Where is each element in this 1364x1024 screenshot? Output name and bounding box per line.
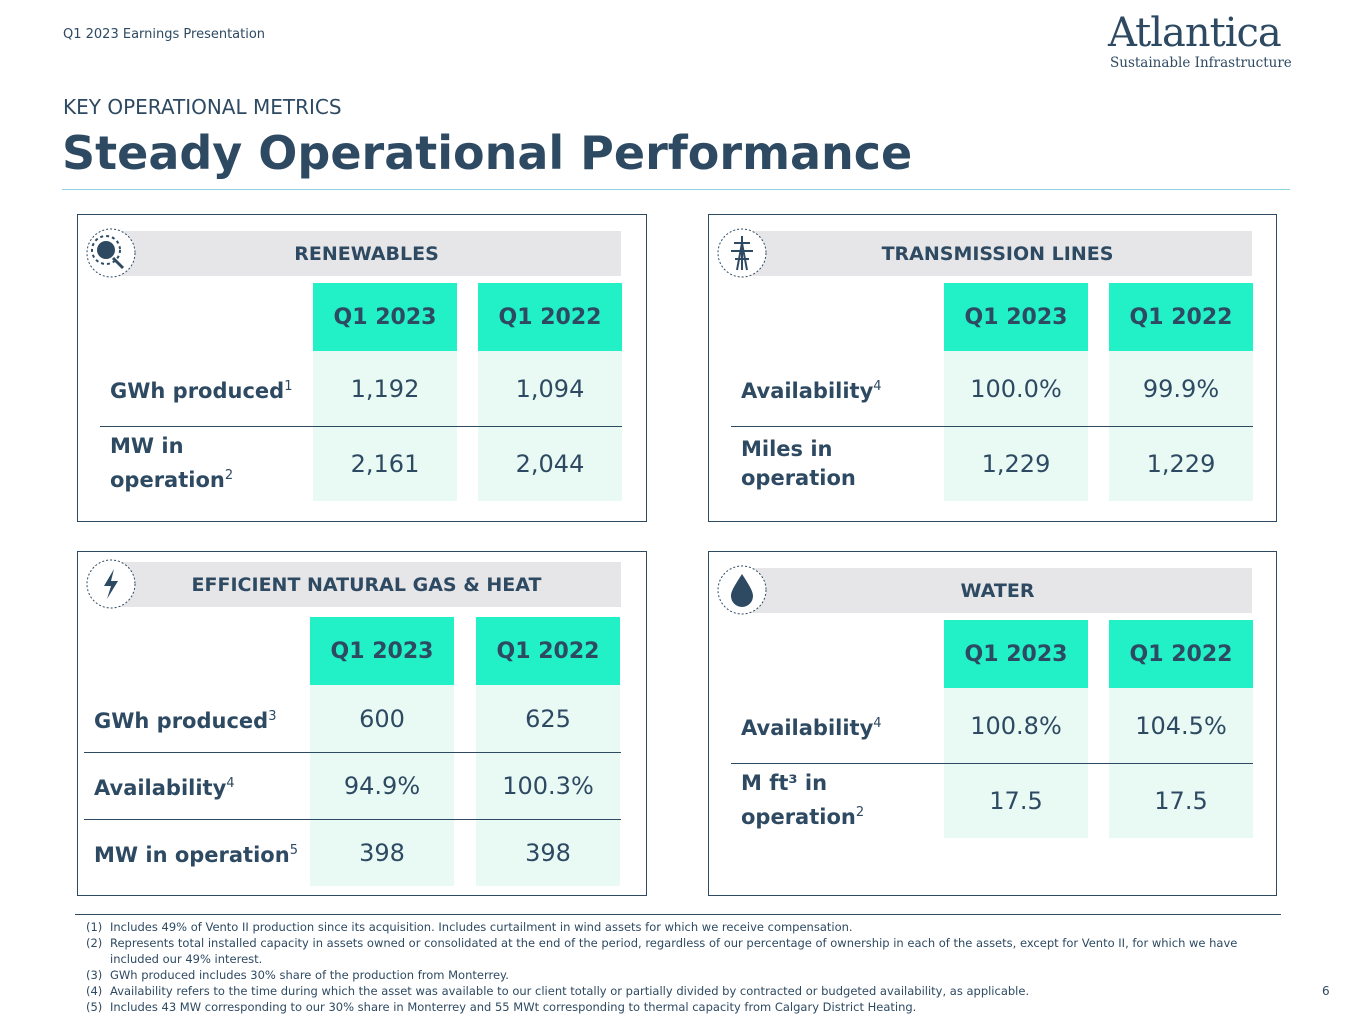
row-label: GWh produced1	[110, 351, 300, 426]
row-separator	[84, 819, 621, 820]
row-label-text: MW in operation5	[94, 842, 298, 867]
value-cell: 100.0%	[944, 351, 1088, 426]
panel-header: EFFICIENT NATURAL GAS & HEAT	[112, 562, 621, 607]
footnote-rule	[75, 914, 1281, 915]
metric-panel: WATER Q1 2023 Q1 2022 Availability4 100.8% 10…	[708, 551, 1277, 896]
value-cell: 99.9%	[1109, 351, 1253, 426]
footnotes: (1) Includes 49% of Vento II production s…	[86, 919, 1276, 1015]
footnote: (4) Availability refers to the time durin…	[86, 983, 1276, 999]
value-cell: 1,229	[944, 426, 1088, 501]
row-separator	[731, 426, 1253, 427]
column-header: Q1 2022	[478, 283, 622, 351]
panel-icon	[717, 228, 767, 278]
row-label-text: Availability4	[741, 715, 882, 740]
icon-graphic	[86, 559, 136, 609]
column-header: Q1 2022	[476, 617, 620, 685]
row-label-text: Availability4	[94, 775, 235, 800]
row-label-text: MW in operation2	[110, 434, 234, 492]
row-label: GWh produced3	[94, 685, 304, 752]
value-cell: 104.5%	[1109, 688, 1253, 763]
row-label: MW in operation5	[94, 819, 304, 886]
metric-panel: EFFICIENT NATURAL GAS & HEAT Q1 2023 Q1 20…	[77, 551, 647, 896]
panel-header: RENEWABLES	[112, 231, 621, 276]
value-cell: 94.9%	[310, 752, 454, 819]
panel-header: WATER	[743, 568, 1252, 613]
row-separator	[731, 763, 1253, 764]
footnote-ref: 2	[855, 805, 865, 820]
metric-panel: RENEWABLES Q1 2023 Q1 2022 GWh produced1 1,1…	[77, 214, 647, 522]
page-number: 6	[1322, 984, 1330, 998]
icon-graphic	[717, 228, 767, 278]
footnote: (2) Represents total installed capacity i…	[86, 935, 1276, 967]
footnote-text: GWh produced includes 30% share of the p…	[110, 968, 509, 982]
panel-icon	[86, 228, 136, 278]
value-cell: 17.5	[1109, 763, 1253, 838]
metric-panel: TRANSMISSION LINES Q1 2023 Q1 2022 Availabi…	[708, 214, 1277, 522]
row-label-text: Miles in operation	[741, 436, 856, 490]
row-label: Miles in operation	[741, 426, 931, 501]
footnote: (5) Includes 43 MW corresponding to our 3…	[86, 999, 1276, 1015]
footnote-marker: (5)	[86, 1000, 103, 1014]
footnote-ref: 5	[289, 842, 298, 858]
footnote-ref: 4	[873, 715, 882, 731]
column-header: Q1 2022	[1109, 620, 1253, 688]
icon-graphic	[86, 228, 136, 278]
value-cell: 2,044	[478, 426, 622, 501]
footnote: (3) GWh produced includes 30% share of th…	[86, 967, 1276, 983]
logo-tagline: Sustainable Infrastructure	[1110, 55, 1292, 71]
icon-graphic	[717, 565, 767, 615]
logo-name: Atlantica	[1108, 10, 1282, 56]
footnote-marker: (1)	[86, 920, 103, 934]
row-separator	[84, 752, 621, 753]
row-label: Availability4	[741, 688, 931, 763]
value-cell: 1,192	[313, 351, 457, 426]
value-cell: 600	[310, 685, 454, 752]
column-header: Q1 2023	[310, 617, 454, 685]
footnote-text: Includes 43 MW corresponding to our 30% …	[110, 1000, 917, 1014]
footnote-text: Includes 49% of Vento II production sinc…	[110, 920, 853, 934]
footnote: (1) Includes 49% of Vento II production s…	[86, 919, 1276, 935]
row-label: Availability4	[94, 752, 304, 819]
row-label-text: GWh produced3	[94, 708, 277, 733]
row-label: Availability4	[741, 351, 931, 426]
footnote-ref: 1	[284, 378, 293, 394]
row-label-text: GWh produced1	[110, 378, 293, 403]
column-header: Q1 2023	[944, 283, 1088, 351]
footnote-text: Availability refers to the time during w…	[110, 984, 1030, 998]
panel-header: TRANSMISSION LINES	[743, 231, 1252, 276]
value-cell: 2,161	[313, 426, 457, 501]
footnote-marker: (3)	[86, 968, 103, 982]
section-label: KEY OPERATIONAL METRICS	[63, 95, 342, 119]
footnote-marker: (4)	[86, 984, 103, 998]
slide-title: Steady Operational Performance	[62, 126, 913, 180]
row-label-text: M ft³ in operation2	[741, 771, 865, 829]
value-cell: 1,229	[1109, 426, 1253, 501]
deck-label: Q1 2023 Earnings Presentation	[63, 27, 266, 42]
row-label-text: Availability4	[741, 378, 882, 403]
footnote-ref: 2	[224, 468, 234, 483]
footnote-ref: 4	[873, 378, 882, 394]
value-cell: 398	[476, 819, 620, 886]
row-label: M ft³ in operation2	[741, 763, 931, 838]
footnote-text: Represents total installed capacity in a…	[110, 936, 1238, 966]
value-cell: 625	[476, 685, 620, 752]
row-label: MW in operation2	[110, 426, 300, 501]
value-cell: 100.3%	[476, 752, 620, 819]
panel-icon	[86, 559, 136, 609]
column-header: Q1 2022	[1109, 283, 1253, 351]
footnote-ref: 3	[268, 708, 277, 724]
value-cell: 17.5	[944, 763, 1088, 838]
value-cell: 100.8%	[944, 688, 1088, 763]
row-separator	[100, 426, 622, 427]
value-cell: 398	[310, 819, 454, 886]
footnote-ref: 4	[226, 775, 235, 791]
footnote-marker: (2)	[86, 936, 103, 950]
title-rule	[62, 189, 1290, 190]
value-cell: 1,094	[478, 351, 622, 426]
column-header: Q1 2023	[313, 283, 457, 351]
panel-icon	[717, 565, 767, 615]
column-header: Q1 2023	[944, 620, 1088, 688]
